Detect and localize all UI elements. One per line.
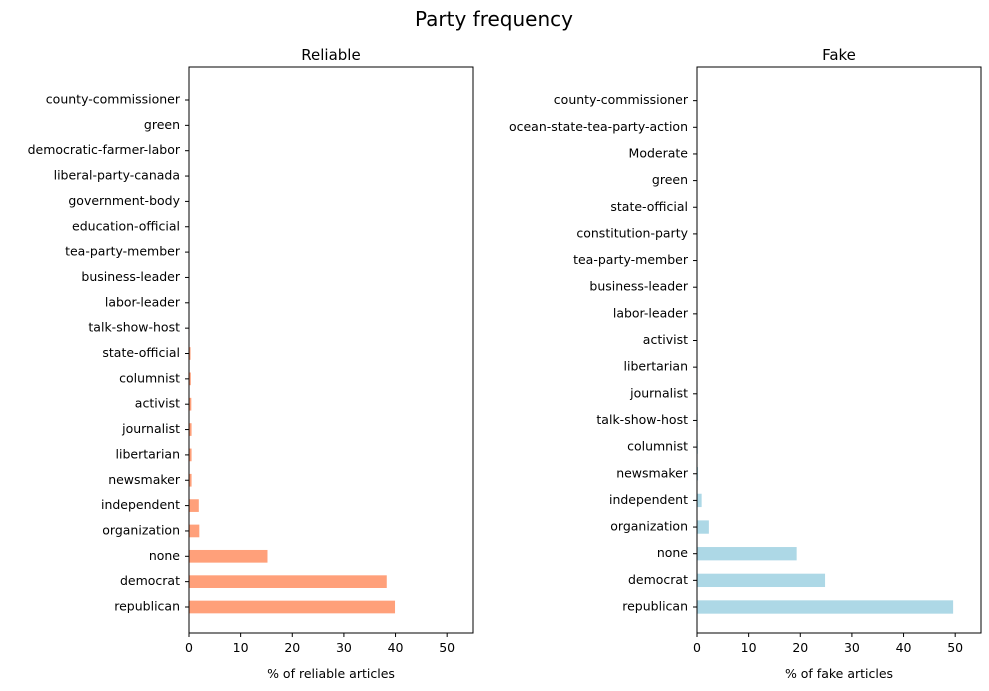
y-tick-label: tea-party-member — [573, 252, 689, 267]
bar-independent — [697, 493, 702, 508]
y-tick-label: none — [149, 548, 180, 563]
x-tick-label: 40 — [388, 640, 404, 655]
fake-chart: Fake republican democrat none organization in… — [509, 46, 982, 681]
axes-frame — [188, 66, 474, 634]
y-tick-label: libertarian — [624, 359, 688, 374]
bar-democrat — [189, 575, 387, 588]
bar-newsmaker — [189, 473, 192, 487]
x-axis-label: % of fake articles — [785, 666, 893, 681]
x-tick-label: 20 — [792, 640, 808, 655]
x-tick-label: 40 — [896, 640, 912, 655]
y-tick-label: organization — [102, 522, 180, 537]
y-tick-label: business-leader — [589, 279, 688, 294]
y-tick-label: education-official — [72, 218, 180, 233]
y-tick-label: activist — [135, 396, 180, 411]
y-tick-label: none — [657, 545, 688, 560]
y-tick-label: libertarian — [116, 446, 180, 461]
bar-none — [189, 549, 268, 563]
subplot-title: Reliable — [301, 46, 360, 64]
bar-independent — [189, 499, 199, 512]
axes-frame — [696, 66, 982, 634]
y-tick-label: independent — [101, 497, 180, 512]
bar-columnist — [189, 372, 191, 386]
y-tick-label: ocean-state-tea-party-action — [509, 119, 688, 134]
y-tick-label: labor-leader — [613, 305, 689, 320]
x-tick-label: 30 — [336, 640, 352, 655]
y-tick-label: republican — [622, 599, 688, 614]
bar-organization — [697, 520, 709, 534]
bar-organization — [189, 524, 200, 538]
x-axis-label: % of reliable articles — [267, 666, 395, 681]
y-tick-label: organization — [610, 519, 688, 534]
y-tick-label: journalist — [121, 421, 180, 436]
y-tick-label: democrat — [628, 572, 688, 587]
subplot-title: Fake — [822, 46, 856, 64]
y-tick-label: government-body — [68, 193, 180, 208]
bar-activist — [189, 397, 192, 411]
y-tick-label: tea-party-member — [65, 244, 181, 259]
y-tick-label: activist — [643, 332, 688, 347]
y-tick-label: county-commissioner — [46, 92, 181, 107]
y-tick-label: liberal-party-canada — [54, 168, 180, 183]
y-tick-label: democrat — [120, 573, 180, 588]
x-tick-label: 20 — [284, 640, 300, 655]
bar-libertarian — [189, 448, 192, 462]
y-tick-label: newsmaker — [108, 472, 181, 487]
x-tick-label: 30 — [844, 640, 860, 655]
bar-republican — [697, 600, 954, 614]
y-tick-label: democratic-farmer-labor — [28, 142, 181, 157]
y-tick-label: newsmaker — [616, 465, 689, 480]
x-tick-label: 50 — [947, 640, 963, 655]
y-tick-label: labor-leader — [105, 294, 181, 309]
bar-democrat — [697, 573, 826, 588]
x-tick-label: 10 — [741, 640, 757, 655]
x-tick-label: 0 — [693, 640, 701, 655]
y-tick-label: state-official — [102, 345, 180, 360]
y-tick-label: business-leader — [81, 269, 180, 284]
x-tick-label: 0 — [185, 640, 193, 655]
x-tick-label: 10 — [233, 640, 249, 655]
y-tick-label: talk-show-host — [596, 412, 688, 427]
x-tick-label: 50 — [439, 640, 455, 655]
y-tick-label: journalist — [629, 385, 688, 400]
y-tick-label: Moderate — [629, 145, 689, 160]
y-tick-label: columnist — [119, 370, 180, 385]
y-tick-label: state-official — [610, 199, 688, 214]
bar-journalist — [189, 423, 192, 436]
y-tick-label: constitution-party — [576, 225, 688, 240]
reliable-chart: Reliable republican democrat none organizati… — [28, 46, 474, 681]
y-tick-label: green — [652, 172, 688, 187]
bar-republican — [189, 600, 396, 614]
y-tick-label: columnist — [627, 439, 688, 454]
bar-state-official — [189, 347, 191, 360]
bar-none — [697, 547, 797, 561]
y-tick-label: green — [144, 117, 180, 132]
y-tick-label: independent — [609, 492, 688, 507]
figure-title: Party frequency — [415, 7, 573, 31]
y-tick-label: talk-show-host — [88, 320, 180, 335]
y-tick-label: county-commissioner — [554, 92, 689, 107]
y-tick-label: republican — [114, 599, 180, 614]
bar-newsmaker — [697, 467, 699, 481]
